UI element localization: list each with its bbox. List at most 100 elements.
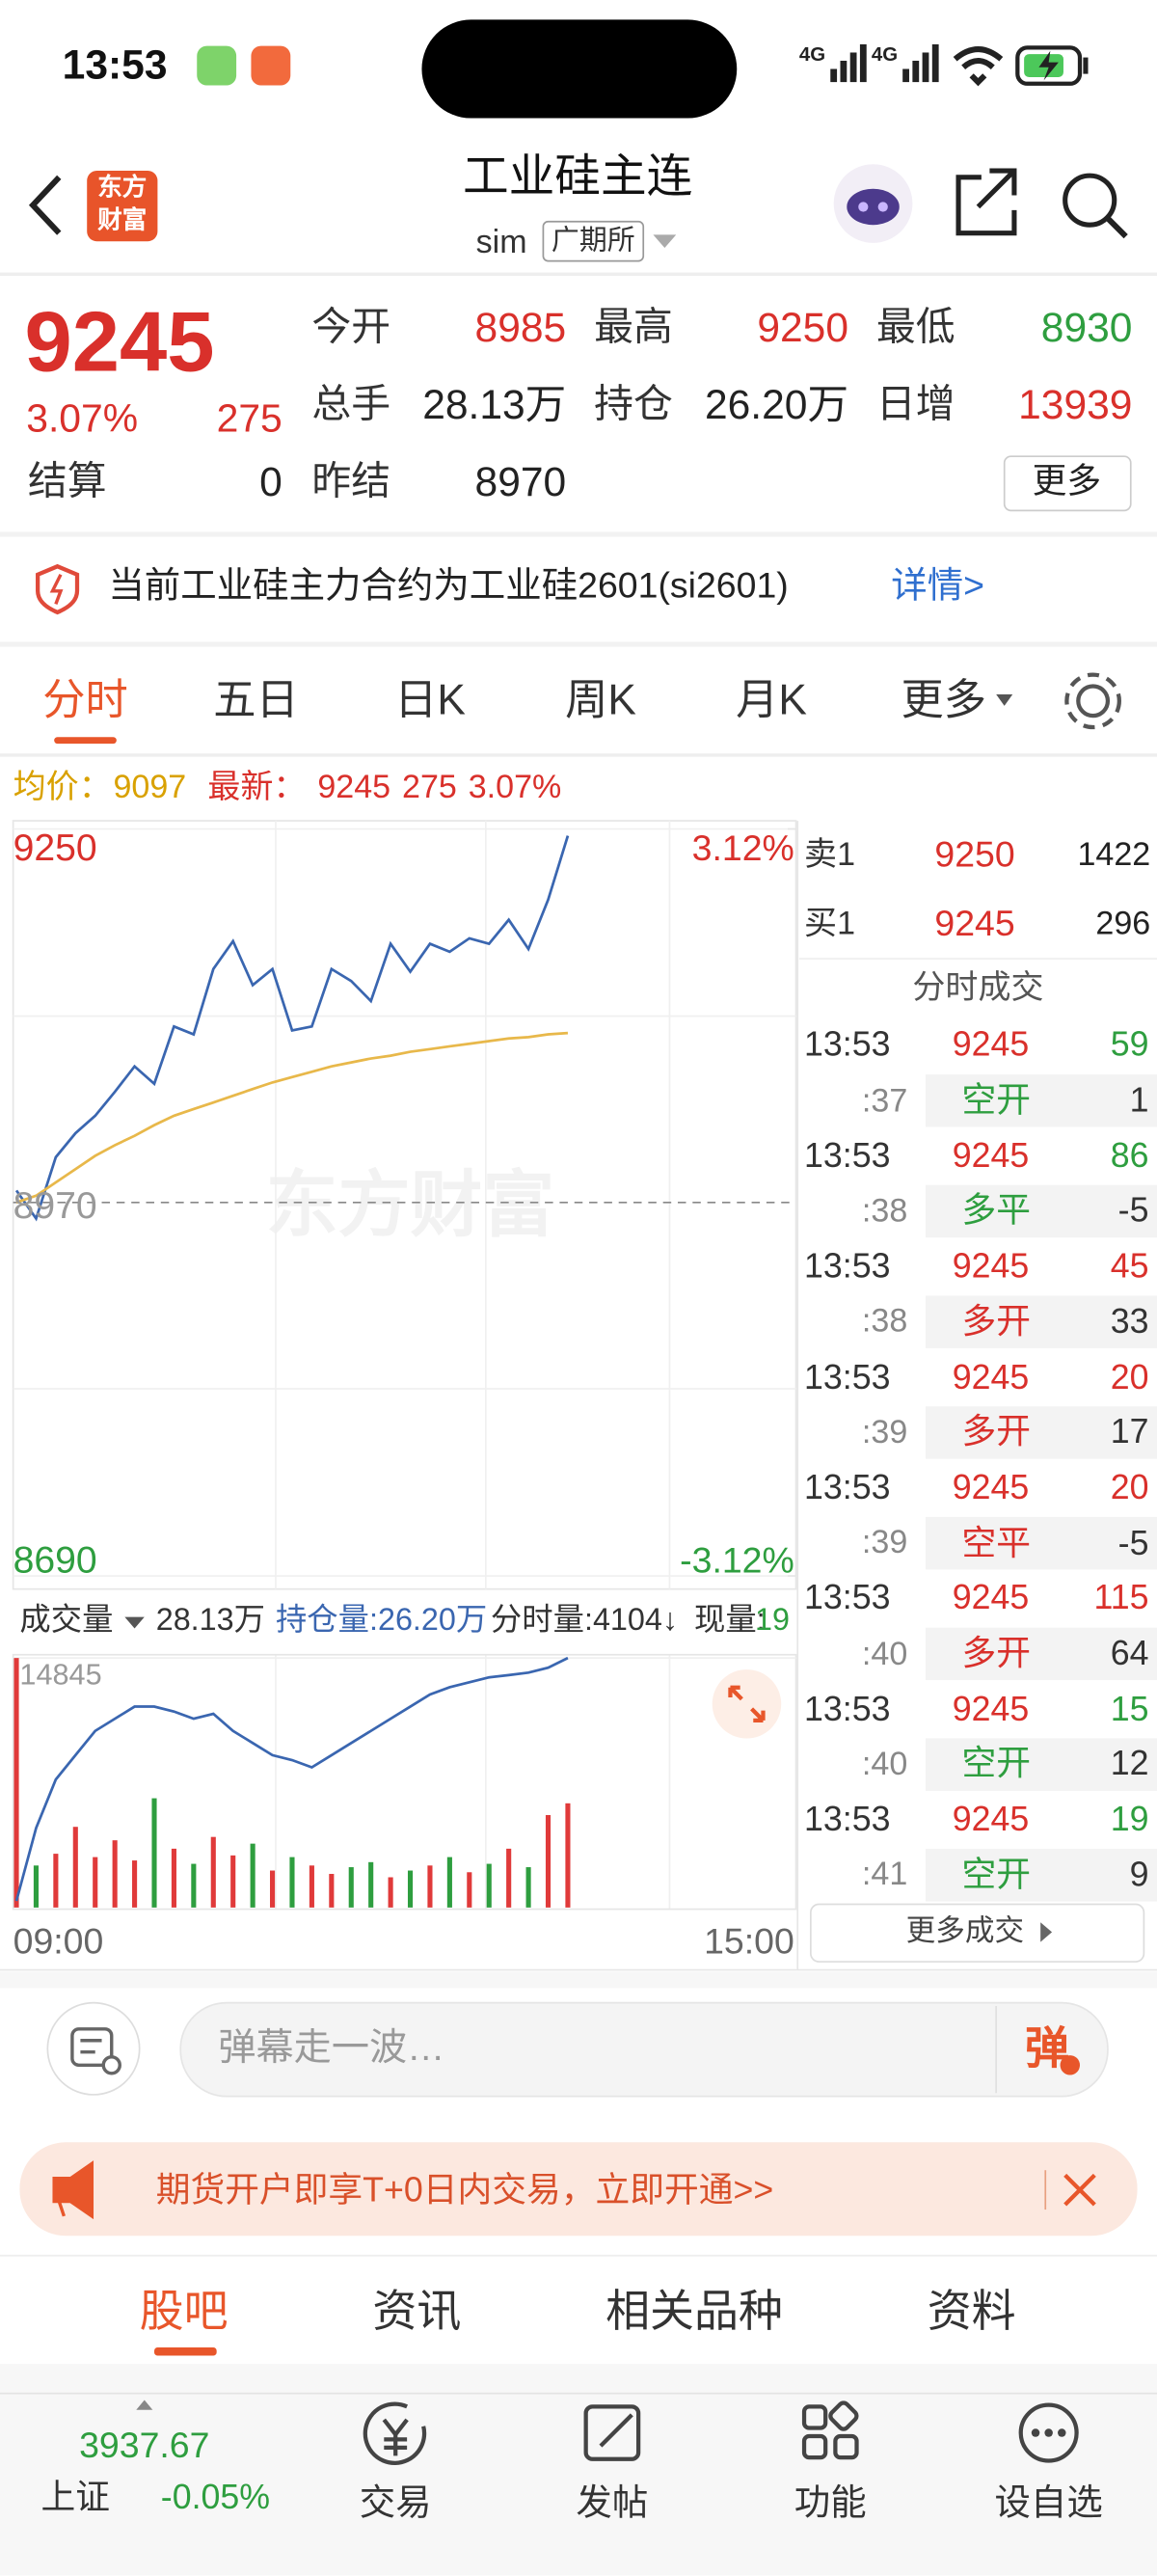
send-badge	[1060, 2055, 1081, 2075]
volume-total: 28.13万	[155, 1603, 265, 1639]
volume-bar	[210, 1836, 216, 1908]
arrow	[1040, 1922, 1053, 1942]
divider	[0, 753, 1157, 757]
exchange-label: 广期所	[551, 224, 635, 257]
comment-input[interactable]	[179, 2001, 1109, 2098]
trade-change: 64	[1110, 1635, 1149, 1673]
buy-label: 买1	[804, 906, 856, 943]
change-percent: 3.07%	[26, 396, 139, 442]
divider	[0, 641, 1157, 647]
field-label: 结算	[27, 458, 107, 503]
trade-time: 13:53	[804, 1358, 891, 1396]
function-icon[interactable]	[801, 2400, 859, 2460]
volume-bar	[486, 1863, 492, 1908]
clock: 13:53	[62, 42, 168, 89]
dropdown-arrow[interactable]	[653, 234, 677, 249]
watchlist-icon[interactable]	[1018, 2402, 1079, 2463]
trade-time: 13:53	[804, 1247, 891, 1287]
field-value: 28.13万	[422, 382, 567, 429]
search-button[interactable]	[1063, 173, 1128, 239]
more-trades-label[interactable]: 更多成交	[905, 1914, 1025, 1948]
post-icon[interactable]	[583, 2404, 641, 2461]
section-tab[interactable]: 股吧	[139, 2286, 229, 2336]
trade-row-bg	[926, 1184, 1157, 1238]
expand-button[interactable]	[712, 1669, 782, 1739]
tick-volume: 分时量:4104↓	[490, 1603, 679, 1639]
trade-kind: 空开	[961, 1745, 1031, 1784]
dropdown-arrow[interactable]	[124, 1616, 145, 1629]
chart-tab[interactable]: 分时	[42, 675, 128, 725]
volume-bar	[230, 1855, 236, 1908]
notice-link[interactable]: 详情>	[891, 564, 985, 606]
dynamic-island	[421, 19, 738, 119]
trade-time: 13:53	[804, 1580, 891, 1618]
watermark: 东方财富	[265, 1164, 555, 1246]
index-value[interactable]: 3937.67	[79, 2424, 210, 2466]
robot-avatar[interactable]	[833, 164, 913, 243]
chart-tab[interactable]: 月K	[736, 675, 807, 725]
share-button[interactable]	[955, 168, 1017, 236]
trade-time: 13:53	[804, 1026, 891, 1065]
settings-button[interactable]	[1064, 672, 1121, 730]
wifi-icon	[953, 46, 1004, 87]
nav-item[interactable]: 发帖	[576, 2481, 649, 2523]
logo-text: 东方	[97, 174, 148, 203]
trade-row-bg	[926, 1406, 1157, 1459]
field-label: 昨结	[311, 458, 391, 503]
volume-bar	[388, 1877, 393, 1908]
volume-bar	[329, 1874, 335, 1908]
section-tab[interactable]: 资料	[927, 2286, 1016, 2336]
trade-change: -5	[1117, 1192, 1149, 1231]
change-value: 275	[216, 396, 283, 442]
chart-grid	[13, 821, 796, 1910]
volume-bar	[446, 1857, 452, 1908]
more-trades-button[interactable]	[810, 1903, 1145, 1963]
volume-bar	[565, 1803, 571, 1908]
trade-price: 9245	[952, 1580, 1030, 1618]
trade-second: :38	[861, 1193, 908, 1230]
network-label: 4G	[871, 41, 899, 66]
section-tab[interactable]: 相关品种	[605, 2286, 783, 2336]
trade-kind: 多平	[961, 1192, 1031, 1231]
trade-icon[interactable]	[363, 2401, 427, 2465]
volume-bar	[33, 1865, 40, 1908]
more-button[interactable]	[1003, 455, 1132, 512]
chart-tab[interactable]: 更多	[901, 675, 986, 725]
app-icon	[251, 45, 291, 86]
nav-item[interactable]: 功能	[794, 2481, 867, 2523]
close-banner[interactable]	[1063, 2173, 1096, 2207]
volume-bar	[112, 1840, 118, 1908]
section-tab[interactable]: 资讯	[372, 2286, 462, 2336]
more-button-label[interactable]: 更多	[1032, 463, 1102, 502]
exchange-box	[542, 220, 645, 262]
trade-price: 9245	[952, 1026, 1030, 1065]
back-button[interactable]	[28, 175, 62, 235]
trade-kind: 空开	[961, 1856, 1031, 1894]
comment-settings-button[interactable]	[46, 2001, 141, 2096]
trade-time: 13:53	[804, 1690, 891, 1728]
send-button[interactable]: 弹	[1024, 2023, 1069, 2074]
nav-item[interactable]: 设自选	[994, 2481, 1103, 2523]
nav-item[interactable]: 交易	[359, 2481, 432, 2523]
dropdown-arrow[interactable]	[996, 694, 1013, 706]
trade-time: 13:53	[804, 1801, 891, 1839]
volume-selector[interactable]: 成交量	[19, 1603, 114, 1639]
trade-row-bg	[926, 1738, 1157, 1791]
banner-text[interactable]: 期货开户即享T+0日内交易，立即开通>>	[155, 2172, 774, 2210]
y2-tick-label: -3.12%	[680, 1539, 794, 1581]
chart-tab[interactable]: 周K	[565, 675, 636, 725]
chart-tab[interactable]: 日K	[394, 675, 466, 725]
field-label: 最高	[594, 304, 673, 349]
tab-underline	[154, 2347, 217, 2356]
promo-banner[interactable]	[19, 2142, 1138, 2237]
nav-bar	[0, 2393, 1157, 2576]
chart-tab[interactable]: 五日	[213, 675, 299, 725]
trade-kind: 多开	[961, 1302, 1031, 1342]
price-line	[14, 835, 570, 1222]
trades-title: 分时成交	[912, 969, 1044, 1007]
volume-bar	[191, 1863, 197, 1908]
comment-placeholder[interactable]: 弹幕走一波…	[218, 2025, 445, 2070]
trade-change: 9	[1129, 1856, 1149, 1894]
